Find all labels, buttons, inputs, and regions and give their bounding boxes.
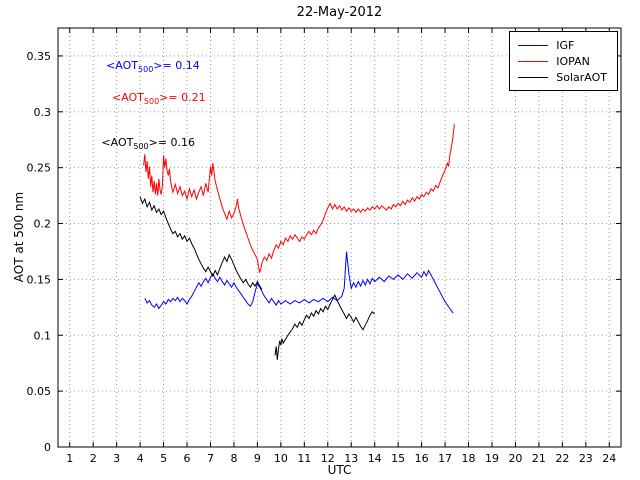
legend-item-solaraot: SolarAOT <box>518 69 607 85</box>
annotation-text: >= 0.16 <box>148 136 196 150</box>
legend-item-igf: IGF <box>518 37 607 53</box>
x-tick-label: 3 <box>113 452 120 465</box>
x-tick-label: 1 <box>66 452 73 465</box>
x-tick-label: 4 <box>137 452 144 465</box>
annotation-text: >= 0.21 <box>159 91 206 105</box>
x-tick-label: 15 <box>391 452 405 465</box>
series-line-solaraot <box>139 196 263 290</box>
x-tick-label: 9 <box>254 452 261 465</box>
annotation-text: <AOT <box>106 58 139 72</box>
x-tick-label: 14 <box>368 452 382 465</box>
legend-line-swatch <box>518 60 549 62</box>
axes-box <box>57 27 622 448</box>
series-line-igf <box>144 251 454 314</box>
y-tick-label: 0.05 <box>27 385 52 398</box>
y-tick-label: 0.35 <box>27 50 52 63</box>
annotation-text: <AOT <box>111 91 144 105</box>
y-tick-label: 0.3 <box>34 106 52 119</box>
legend: IGF IOPAN SolarAOT <box>509 31 618 91</box>
annotation-subscript: 500 <box>143 97 160 107</box>
x-tick-label: 24 <box>602 452 616 465</box>
legend-line-swatch <box>518 76 549 78</box>
x-tick-label: 20 <box>508 452 522 465</box>
mean-annotation-igf: <AOT500>= 0.14 <box>106 59 200 74</box>
annotation-subscript: 500 <box>133 142 149 152</box>
legend-label: IOPAN <box>556 54 590 68</box>
y-tick-label: 0.2 <box>34 218 52 231</box>
annotation-text: >= 0.14 <box>153 58 200 72</box>
legend-label: IGF <box>556 38 575 52</box>
x-tick-label: 2 <box>90 452 97 465</box>
x-tick-label: 17 <box>438 452 452 465</box>
x-tick-label: 5 <box>160 452 167 465</box>
x-tick-label: 11 <box>297 452 311 465</box>
x-tick-label: 22 <box>555 452 569 465</box>
x-tick-label: 12 <box>321 452 335 465</box>
plot-background <box>58 28 621 447</box>
series-line-solaraot <box>274 293 376 360</box>
chart-title: 22-May-2012 <box>296 5 383 20</box>
x-tick-label: 7 <box>207 452 214 465</box>
legend-item-iopan: IOPAN <box>518 53 607 69</box>
legend-label: SolarAOT <box>556 70 607 84</box>
x-tick-label: 21 <box>532 452 546 465</box>
x-tick-label: 6 <box>184 452 191 465</box>
y-tick-label: 0.1 <box>34 329 52 342</box>
x-tick-label: 19 <box>485 452 499 465</box>
mean-annotation-iopan: <AOT500>= 0.21 <box>112 91 206 106</box>
y-tick-label: 0 <box>44 441 51 454</box>
x-tick-label: 16 <box>415 452 429 465</box>
series-line-iopan <box>143 124 455 273</box>
annotation-subscript: 500 <box>138 65 154 75</box>
y-tick-label: 0.25 <box>27 162 52 175</box>
legend-line-swatch <box>518 44 549 46</box>
x-tick-label: 8 <box>230 452 237 465</box>
y-tick-label: 0.15 <box>27 273 52 286</box>
x-tick-label: 13 <box>344 452 358 465</box>
x-tick-label: 23 <box>579 452 593 465</box>
annotation-text: <AOT <box>101 136 134 150</box>
x-tick-label: 10 <box>274 452 288 465</box>
x-tick-label: 18 <box>462 452 476 465</box>
mean-annotation-solaraot: <AOT500>= 0.16 <box>101 136 195 151</box>
x-axis-label: UTC <box>327 463 352 477</box>
